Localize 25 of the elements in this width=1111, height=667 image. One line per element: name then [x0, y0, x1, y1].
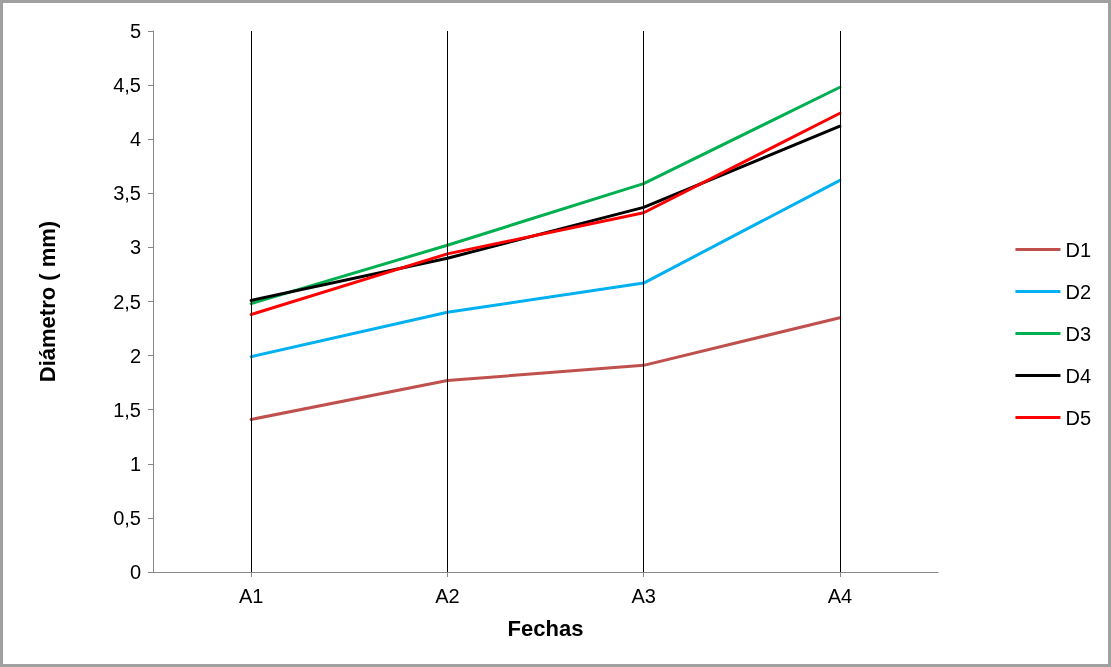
- x-tick-label: A4: [827, 585, 853, 607]
- y-tick-label: 1: [129, 452, 141, 475]
- x-axis-title: Fechas: [507, 615, 584, 641]
- y-tick-label: 1,5: [113, 398, 141, 421]
- y-tick-label: 4,5: [113, 74, 141, 97]
- legend-label: D2: [1065, 280, 1092, 303]
- legend-label: D3: [1065, 322, 1092, 345]
- y-tick-label: 0: [129, 561, 141, 583]
- x-tick-label: A1: [238, 585, 264, 607]
- y-axis-title: Diámetro ( mm): [34, 220, 60, 383]
- x-tick-label: A3: [631, 585, 656, 607]
- y-tick-label: 3,5: [113, 182, 141, 205]
- y-tick-label: 3: [129, 236, 141, 259]
- legend-label: D1: [1065, 238, 1092, 261]
- line-series: [249, 85, 842, 306]
- y-tick-label: 0,5: [113, 506, 141, 529]
- line-series: [249, 178, 842, 359]
- line-series: [249, 316, 842, 421]
- y-tick-label: 2,5: [113, 290, 141, 313]
- legend-label: D5: [1065, 406, 1092, 429]
- y-tick-label: 2: [129, 344, 141, 367]
- y-tick-label: 4: [129, 128, 141, 151]
- x-tick-label: A2: [435, 585, 460, 607]
- y-tick-label: 5: [129, 20, 141, 42]
- legend-label: D4: [1065, 364, 1092, 387]
